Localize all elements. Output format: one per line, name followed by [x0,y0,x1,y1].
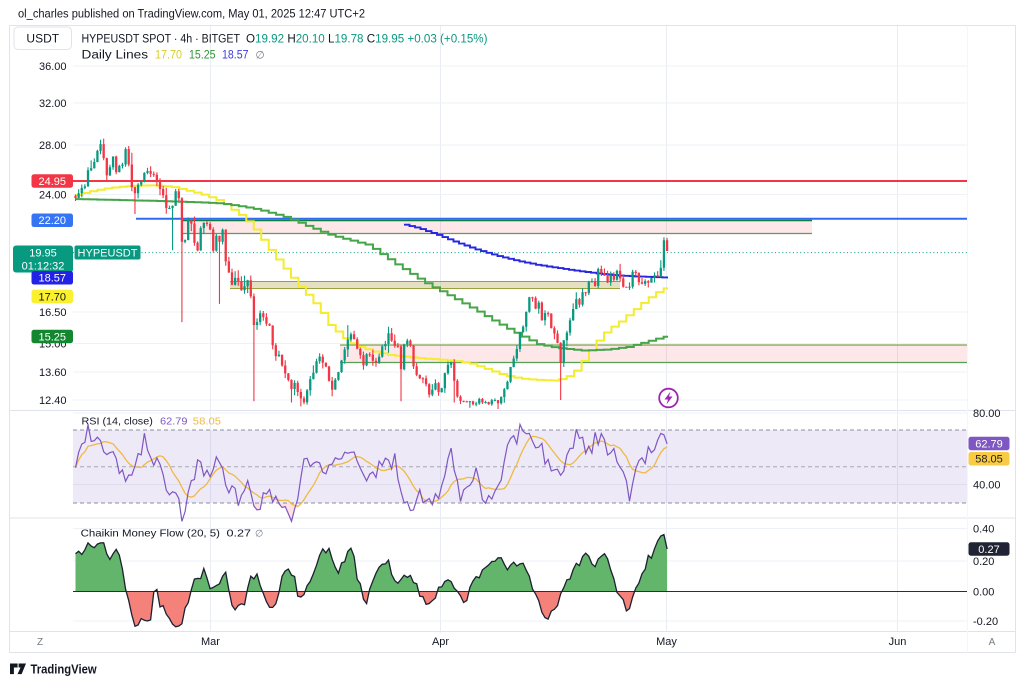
svg-text:HYPEUSDT SPOT · 4h · BITGET: HYPEUSDT SPOT · 4h · BITGET [82,33,241,45]
svg-text:Apr: Apr [432,636,449,648]
svg-text:24.95: 24.95 [38,176,66,188]
svg-text:36.00: 36.00 [39,61,67,73]
svg-text:Daily Lines: Daily Lines [82,50,149,62]
svg-text:62.79: 62.79 [975,438,1003,450]
svg-text:0.40: 0.40 [973,524,994,536]
svg-text:Jun: Jun [889,636,907,648]
svg-text:May: May [656,636,677,648]
svg-text:01:12:32: 01:12:32 [22,261,65,273]
svg-text:0.20: 0.20 [973,556,994,568]
svg-text:18.57: 18.57 [222,50,249,62]
svg-text:A: A [989,637,996,648]
svg-text:Z: Z [37,637,43,648]
svg-text:62.79: 62.79 [160,416,188,428]
svg-text:15.25: 15.25 [38,331,66,343]
svg-text:USDT: USDT [26,32,59,46]
svg-text:17.70: 17.70 [155,50,182,62]
svg-text:18.57: 18.57 [38,273,66,285]
svg-text:ol_charles published on Tradin: ol_charles published on TradingView.com,… [18,7,365,21]
svg-text:Chaikin Money Flow (20, 5): Chaikin Money Flow (20, 5) [81,528,220,540]
svg-text:0.27: 0.27 [978,544,999,556]
svg-text:24.00: 24.00 [39,190,67,202]
svg-text:HYPEUSDT: HYPEUSDT [78,247,138,259]
svg-text:40.00: 40.00 [973,480,1001,492]
svg-text:0.00: 0.00 [973,587,994,599]
svg-text:15.25: 15.25 [189,50,216,62]
svg-text:∅: ∅ [256,50,265,62]
svg-text:58.05: 58.05 [975,454,1003,466]
svg-text:80.00: 80.00 [973,408,1001,420]
svg-text:TradingView: TradingView [31,661,98,676]
svg-text:22.20: 22.20 [38,215,66,227]
svg-text:0.27: 0.27 [227,528,252,540]
svg-text:∅: ∅ [255,529,263,540]
svg-text:12.40: 12.40 [39,395,67,407]
svg-text:13.60: 13.60 [39,367,67,379]
svg-text:Mar: Mar [201,636,220,648]
svg-text:16.50: 16.50 [39,307,67,319]
svg-text:RSI (14, close): RSI (14, close) [82,416,153,428]
svg-text:-0.20: -0.20 [973,616,998,628]
svg-text:32.00: 32.00 [39,98,67,110]
svg-text:O19.92 H20.10 L19.78 C19.95 +0: O19.92 H20.10 L19.78 C19.95 +0.03 (+0.15… [246,33,488,45]
svg-text:17.70: 17.70 [38,291,66,303]
svg-text:28.00: 28.00 [39,140,67,152]
svg-text:19.95: 19.95 [29,248,57,260]
svg-text:58.05: 58.05 [193,416,221,428]
